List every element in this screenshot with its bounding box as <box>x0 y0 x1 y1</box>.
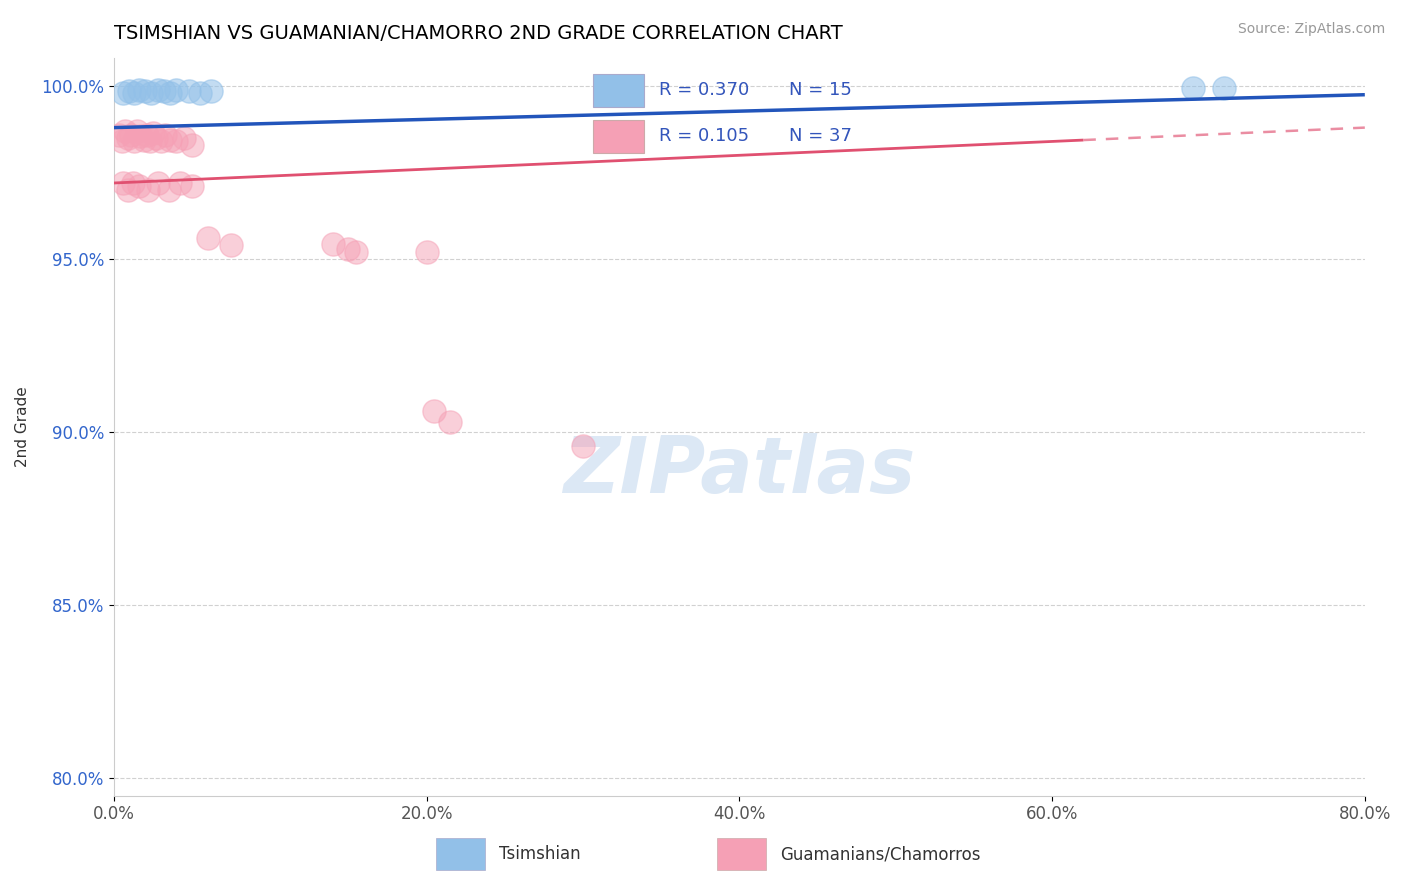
Point <box>141 86 163 100</box>
Point <box>118 84 141 98</box>
Text: N = 37: N = 37 <box>789 128 852 145</box>
Point <box>219 238 242 252</box>
Text: Guamanians/Chamorros: Guamanians/Chamorros <box>780 845 981 863</box>
Point <box>337 242 360 256</box>
Point <box>155 128 177 142</box>
Point <box>117 131 139 145</box>
Point <box>159 86 181 100</box>
Point <box>149 135 172 149</box>
Bar <box>717 838 766 870</box>
Point <box>111 135 134 149</box>
Bar <box>592 120 644 153</box>
Point <box>121 176 143 190</box>
Point <box>117 183 139 197</box>
Point <box>135 128 157 142</box>
Point <box>159 133 181 147</box>
Point <box>173 131 195 145</box>
Point <box>188 86 211 100</box>
Point <box>107 128 129 142</box>
Text: Source: ZipAtlas.com: Source: ZipAtlas.com <box>1237 22 1385 37</box>
Point <box>142 126 165 140</box>
Point <box>439 415 461 429</box>
Point <box>120 128 142 142</box>
Y-axis label: 2nd Grade: 2nd Grade <box>15 387 30 467</box>
Point <box>165 82 187 96</box>
Point <box>200 84 222 98</box>
Point <box>134 84 156 98</box>
Bar <box>436 838 485 870</box>
Point <box>1213 80 1236 95</box>
Point <box>145 131 167 145</box>
Point <box>197 231 219 245</box>
Point <box>572 439 595 453</box>
Text: TSIMSHIAN VS GUAMANIAN/CHAMORRO 2ND GRADE CORRELATION CHART: TSIMSHIAN VS GUAMANIAN/CHAMORRO 2ND GRAD… <box>114 24 842 43</box>
Point <box>165 135 187 149</box>
Point <box>136 183 159 197</box>
Point <box>112 86 135 100</box>
Text: ZIPatlas: ZIPatlas <box>564 434 915 509</box>
Point <box>1181 80 1204 95</box>
Text: R = 0.105: R = 0.105 <box>659 128 749 145</box>
Point <box>122 86 145 100</box>
Point <box>344 245 367 260</box>
Bar <box>592 74 644 106</box>
Point <box>146 176 169 190</box>
Text: N = 15: N = 15 <box>789 81 852 99</box>
Point <box>169 176 191 190</box>
Point <box>181 179 204 194</box>
Point <box>139 135 162 149</box>
Text: Tsimshian: Tsimshian <box>499 845 581 863</box>
Point <box>127 124 149 138</box>
Point <box>157 183 180 197</box>
Point <box>128 179 150 194</box>
Point <box>153 84 176 98</box>
Point <box>112 176 135 190</box>
Point <box>177 84 200 98</box>
Text: R = 0.370: R = 0.370 <box>659 81 749 99</box>
Point <box>415 245 437 260</box>
Point <box>132 133 155 147</box>
Point <box>181 137 204 152</box>
Point <box>128 82 150 96</box>
Point <box>322 236 344 251</box>
Point <box>146 82 169 96</box>
Point <box>114 124 136 138</box>
Point <box>129 129 152 144</box>
Point <box>122 135 145 149</box>
Point <box>423 404 446 418</box>
